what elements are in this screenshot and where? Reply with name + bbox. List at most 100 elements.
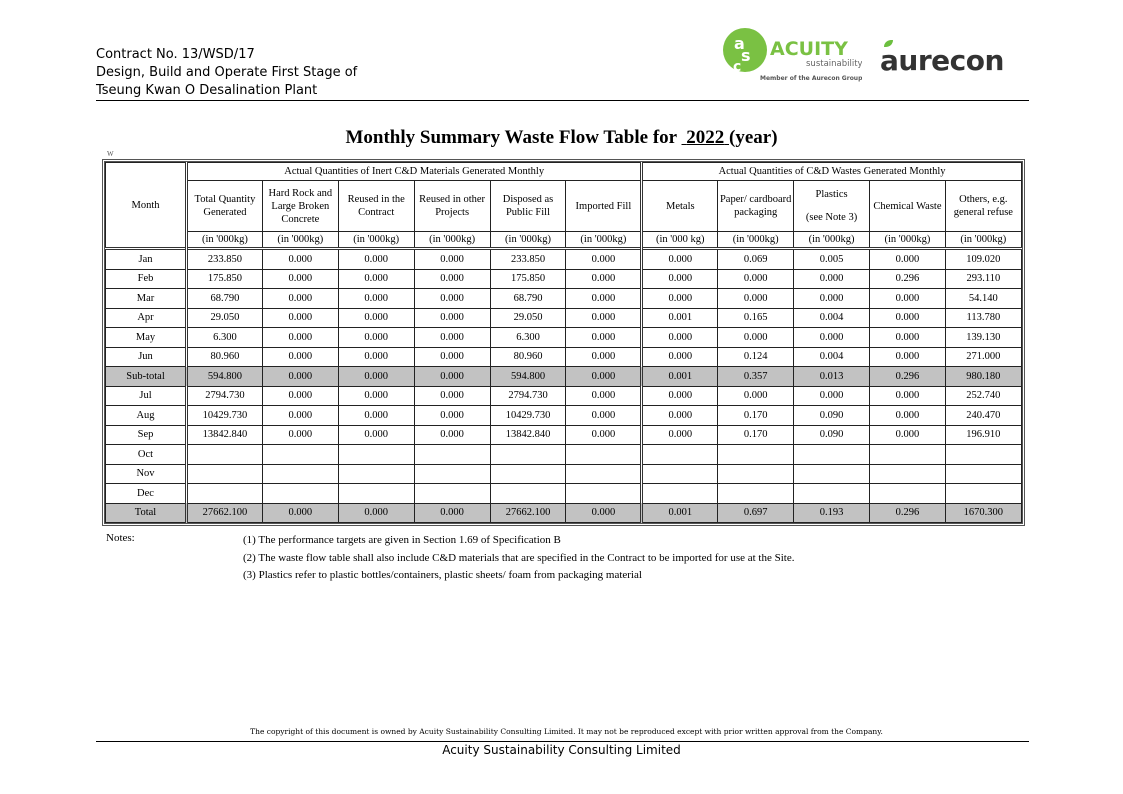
value-cell: 0.001 (640, 366, 719, 387)
value-cell: 0.000 (337, 405, 415, 426)
value-cell (869, 483, 946, 504)
value-cell: 0.000 (261, 346, 339, 367)
svg-text:ACUITY: ACUITY (770, 38, 848, 60)
value-cell: 0.090 (793, 405, 871, 426)
value-cell (185, 483, 263, 504)
month-cell: Mar (105, 288, 187, 309)
month-cell: Nov (105, 463, 187, 484)
contract-line: Design, Build and Operate First Stage of (96, 65, 358, 80)
value-cell: 0.000 (793, 288, 871, 309)
table-row: Total 27662.100 0.000 0.000 0.000 27662.100 0.… (105, 502, 1022, 523)
value-cell: 0.000 (565, 424, 643, 445)
value-cell: 0.000 (640, 288, 719, 309)
unit-label: (in '000kg) (565, 231, 643, 249)
contract-line: Contract No. 13/WSD/17 (96, 47, 255, 62)
value-cell: 0.000 (337, 502, 415, 523)
value-cell: 0.000 (869, 307, 946, 328)
value-cell: 0.000 (337, 327, 415, 348)
acuity-logo: a s c ACUITY sustainability Member of th… (723, 28, 862, 82)
value-cell (717, 444, 795, 465)
value-cell: 68.790 (185, 288, 263, 309)
value-cell: 0.124 (717, 346, 795, 367)
value-cell: 0.000 (869, 424, 946, 445)
value-cell (565, 483, 643, 504)
value-cell: 0.170 (717, 405, 795, 426)
value-cell (261, 483, 339, 504)
note-item: (1) The performance targets are given in… (243, 534, 561, 546)
value-cell: 196.910 (944, 424, 1022, 445)
value-cell: 594.800 (185, 366, 263, 387)
value-cell (717, 463, 795, 484)
value-cell: 0.165 (717, 307, 795, 328)
value-cell: 0.069 (717, 247, 795, 270)
value-cell: 0.000 (565, 268, 643, 289)
unit-label: (in '000kg) (869, 231, 946, 249)
value-cell: 0.000 (565, 288, 643, 309)
value-cell: 271.000 (944, 346, 1022, 367)
value-cell: 0.000 (565, 502, 643, 523)
value-cell: 139.130 (944, 327, 1022, 348)
month-cell: Sub-total (105, 366, 187, 387)
value-cell: 0.000 (261, 268, 339, 289)
value-cell (640, 483, 719, 504)
value-cell: 0.000 (565, 366, 643, 387)
value-cell: 0.000 (717, 288, 795, 309)
value-cell: 0.357 (717, 366, 795, 387)
value-cell: 0.000 (413, 307, 491, 328)
value-cell: 0.000 (717, 385, 795, 406)
value-cell: 54.140 (944, 288, 1022, 309)
column-header: Chemical Waste (869, 180, 946, 232)
value-cell: 2794.730 (185, 385, 263, 406)
value-cell: 13842.840 (185, 424, 263, 445)
value-cell: 0.000 (565, 327, 643, 348)
value-cell (869, 463, 946, 484)
value-cell: 233.850 (489, 247, 567, 270)
column-header: Total Quantity Generated (185, 180, 263, 232)
value-cell (489, 483, 567, 504)
value-cell: 0.000 (640, 268, 719, 289)
value-cell (640, 463, 719, 484)
value-cell: 0.000 (413, 327, 491, 348)
value-cell (717, 483, 795, 504)
value-cell: 0.001 (640, 307, 719, 328)
value-cell: 1670.300 (944, 502, 1022, 523)
value-cell: 0.000 (869, 385, 946, 406)
value-cell: 10429.730 (185, 405, 263, 426)
value-cell: 109.020 (944, 247, 1022, 270)
value-cell (413, 463, 491, 484)
value-cell (489, 463, 567, 484)
value-cell: 0.001 (640, 502, 719, 523)
value-cell: 80.960 (489, 346, 567, 367)
value-cell: 0.090 (793, 424, 871, 445)
value-cell: 0.000 (261, 385, 339, 406)
value-cell: 113.780 (944, 307, 1022, 328)
table-row: Sub-total 594.800 0.000 0.000 0.000 594.800 0.… (105, 366, 1022, 387)
value-cell: 0.000 (337, 268, 415, 289)
value-cell: 252.740 (944, 385, 1022, 406)
value-cell (337, 463, 415, 484)
value-cell: 0.000 (640, 327, 719, 348)
contract-line: Tseung Kwan O Desalination Plant (96, 83, 318, 98)
value-cell: 0.000 (793, 327, 871, 348)
value-cell: 0.004 (793, 307, 871, 328)
value-cell: 0.000 (413, 424, 491, 445)
table-row: Sep 13842.840 0.000 0.000 0.000 13842.840 0.00… (105, 424, 1022, 445)
value-cell: 0.000 (261, 247, 339, 270)
value-cell: 0.000 (261, 424, 339, 445)
month-cell: Jan (105, 247, 187, 270)
unit-label: (in '000kg) (185, 231, 263, 249)
plastics-note: (see Note 3) (805, 212, 858, 223)
table-row: Feb 175.850 0.000 0.000 0.000 175.850 0.000 0.0… (105, 268, 1022, 289)
column-header: Paper/ cardboard packaging (717, 180, 795, 232)
month-cell: Aug (105, 405, 187, 426)
column-header: Disposed as Public Fill (489, 180, 567, 232)
value-cell (793, 444, 871, 465)
value-cell (565, 444, 643, 465)
value-cell (185, 463, 263, 484)
value-cell: 27662.100 (489, 502, 567, 523)
note-item: (3) Plastics refer to plastic bottles/co… (243, 569, 642, 581)
value-cell (261, 444, 339, 465)
value-cell: 0.000 (337, 385, 415, 406)
value-cell: 0.697 (717, 502, 795, 523)
